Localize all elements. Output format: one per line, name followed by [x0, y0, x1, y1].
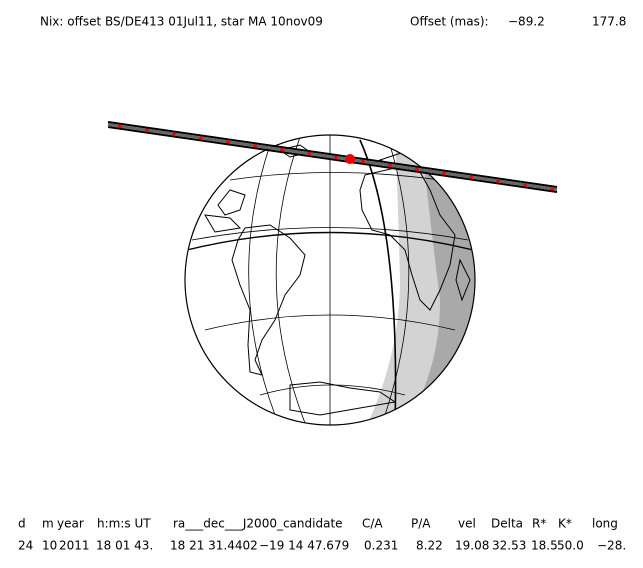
table-cell: 18.5 — [531, 539, 558, 553]
closest-approach — [345, 154, 355, 164]
column-header: R* — [532, 517, 546, 531]
time-dot — [145, 128, 149, 132]
table-cell: 18 21 31.4402 — [170, 539, 258, 553]
globe-outline — [184, 134, 476, 426]
table-cell: 24 — [18, 539, 33, 553]
column-header: vel — [458, 517, 476, 531]
time-dot — [280, 147, 284, 152]
column-header: d — [18, 517, 26, 531]
table-cell: 19.08 — [455, 539, 489, 553]
column-header: h:m:s UT — [97, 517, 151, 531]
column-header: year — [57, 517, 84, 531]
table-cell: 8.22 — [416, 539, 443, 553]
column-header: P/A — [411, 517, 431, 531]
column-header: long — [592, 517, 618, 531]
result-table: d m year h:m:s UT ra___dec___J2000_candidate… — [18, 517, 626, 553]
time-dot — [199, 136, 203, 140]
track-edge — [107, 121, 558, 188]
time-dot — [469, 175, 473, 179]
header: Nix: offset BS/DE413 01Jul11, star MA 10… — [40, 15, 626, 29]
table-cell: 2011 — [59, 539, 90, 553]
time-dot — [253, 143, 257, 148]
track-edge — [107, 126, 558, 193]
offset-label: Offset (mas): — [410, 15, 489, 29]
occultation-track — [107, 121, 558, 193]
title: Nix: offset BS/DE413 01Jul11, star MA 10… — [40, 15, 323, 29]
time-dot — [415, 167, 419, 172]
time-dot — [118, 124, 122, 129]
equator — [186, 231, 474, 251]
column-header: ra___dec___J2000_candidate — [173, 517, 343, 531]
table-cell: 10 — [42, 539, 57, 553]
column-header: K* — [558, 517, 572, 531]
time-dot — [550, 186, 554, 191]
time-dot — [442, 171, 446, 175]
table-cell: 18 01 43. — [96, 539, 153, 553]
time-dot — [361, 159, 365, 164]
column-header: m — [42, 517, 54, 531]
table-cell: 50.0 — [557, 539, 584, 553]
table-cell: 0.231 — [364, 539, 398, 553]
table-cell: −19 14 47.679 — [259, 539, 349, 553]
time-dot — [523, 183, 527, 187]
offset-value: −89.2 — [508, 15, 545, 29]
time-dot — [496, 179, 500, 183]
time-dot — [334, 155, 338, 160]
track-center — [107, 123, 558, 191]
column-header: C/A — [362, 517, 383, 531]
table-cell: 32.53 — [492, 539, 526, 553]
table-cell: −28. — [597, 539, 626, 553]
time-dot — [388, 163, 392, 168]
time-dot — [172, 132, 176, 136]
graticule — [191, 135, 469, 425]
offset-value: 177.8 — [592, 15, 626, 29]
time-dot — [307, 151, 311, 156]
time-dot — [226, 140, 230, 144]
column-header: Delta — [491, 517, 523, 531]
